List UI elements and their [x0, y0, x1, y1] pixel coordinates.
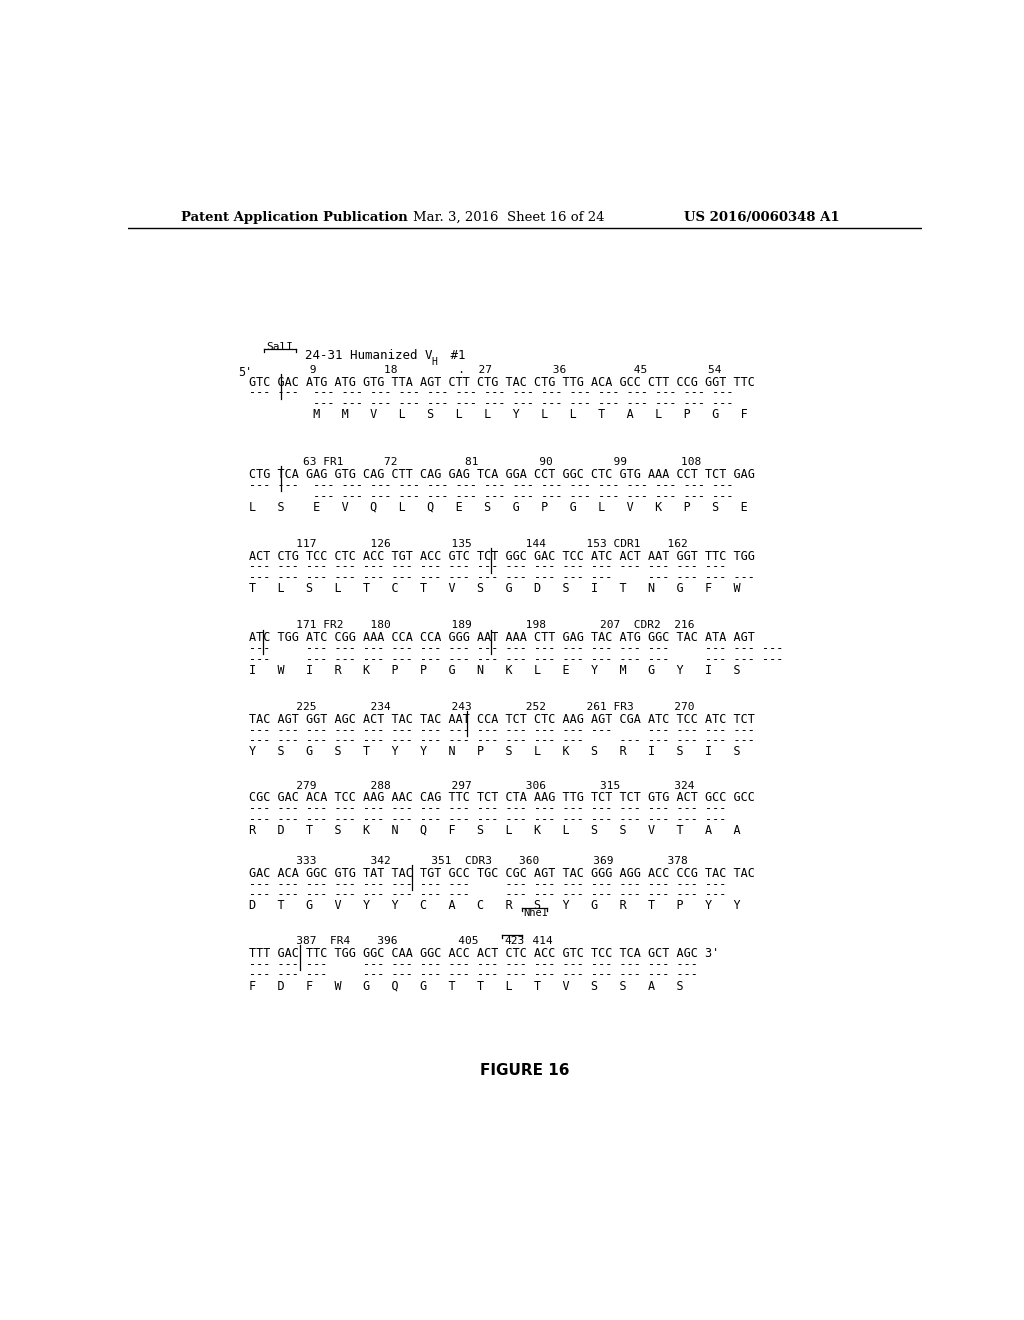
Text: 225        234         243        252      261 FR3      270: 225 234 243 252 261 FR3 270	[249, 702, 694, 711]
Text: --- --- --- --- --- --- --- --- --- --- --- --- --- --- --- --- ---: --- --- --- --- --- --- --- --- --- --- …	[249, 803, 726, 816]
Text: H: H	[432, 358, 437, 367]
Text: CGC GAC ACA TCC AAG AAC CAG TTC TCT CTA AAG TTG TCT TCT GTG ACT GCC GCC: CGC GAC ACA TCC AAG AAC CAG TTC TCT CTA …	[249, 792, 755, 804]
Text: 5': 5'	[238, 367, 252, 379]
Text: --- --- --- --- --- --- --- --- --- --- --- --- --- --- --- --- ---: --- --- --- --- --- --- --- --- --- --- …	[249, 561, 726, 573]
Text: CTG TCA GAG GTG CAG CTT CAG GAG TCA GGA CCT GGC CTC GTG AAA CCT TCT GAG: CTG TCA GAG GTG CAG CTT CAG GAG TCA GGA …	[249, 469, 755, 480]
Text: --- --- --- --- --- --- --- ---     --- --- --- --- --- --- --- ---: --- --- --- --- --- --- --- --- --- --- …	[249, 888, 726, 902]
Text: GTC GAC ATG ATG GTG TTA AGT CTT CTG TAC CTG TTG ACA GCC CTT CCG GGT TTC: GTC GAC ATG ATG GTG TTA AGT CTT CTG TAC …	[249, 376, 755, 388]
Text: TTT GAC TTC TGG GGC CAA GGC ACC ACT CTC ACC GTC TCC TCA GCT AGC 3': TTT GAC TTC TGG GGC CAA GGC ACC ACT CTC …	[249, 946, 719, 960]
Text: R   D   T   S   K   N   Q   F   S   L   K   L   S   S   V   T   A   A: R D T S K N Q F S L K L S S V T A A	[249, 824, 740, 837]
Text: 333        342      351  CDR3    360        369        378: 333 342 351 CDR3 360 369 378	[249, 857, 688, 866]
Text: Y   S   G   S   T   Y   Y   N   P   S   L   K   S   R   I   S   I   S: Y S G S T Y Y N P S L K S R I S I S	[249, 744, 740, 758]
Text: ATC TGG ATC CGG AAA CCA CCA GGG AAT AAA CTT GAG TAC ATG GGC TAC ATA AGT: ATC TGG ATC CGG AAA CCA CCA GGG AAT AAA …	[249, 631, 755, 644]
Text: 117        126         135        144      153 CDR1    162: 117 126 135 144 153 CDR1 162	[249, 539, 688, 549]
Text: Mar. 3, 2016  Sheet 16 of 24: Mar. 3, 2016 Sheet 16 of 24	[414, 211, 605, 224]
Text: 171 FR2    180         189        198        207  CDR2  216: 171 FR2 180 189 198 207 CDR2 216	[249, 620, 694, 631]
Text: SalI: SalI	[266, 342, 293, 352]
Text: --- --- --- --- --- --- --- --- --- --- --- --- --- --- ---: --- --- --- --- --- --- --- --- --- --- …	[249, 490, 733, 503]
Text: TAC AGT GGT AGC ACT TAC TAC AAT CCA TCT CTC AAG AGT CGA ATC TCC ATC TCT: TAC AGT GGT AGC ACT TAC TAC AAT CCA TCT …	[249, 713, 755, 726]
Text: 279        288         297        306        315        324: 279 288 297 306 315 324	[249, 780, 694, 791]
Text: ---     --- --- --- --- --- --- --- --- --- --- --- --- ---     --- --- ---: --- --- --- --- --- --- --- --- --- --- …	[249, 653, 783, 665]
Text: --- --- --- --- --- --- --- --- --- --- --- --- --- --- ---: --- --- --- --- --- --- --- --- --- --- …	[249, 397, 733, 411]
Text: NheI: NheI	[523, 908, 548, 919]
Text: L   S    E   V   Q   L   Q   E   S   G   P   G   L   V   K   P   S   E: L S E V Q L Q E S G P G L V K P S E	[249, 500, 748, 513]
Text: #1: #1	[442, 350, 465, 363]
Text: --- --- --- --- --- --- --- ---     --- --- --- --- --- --- --- ---: --- --- --- --- --- --- --- --- --- --- …	[249, 878, 726, 891]
Text: ---     --- --- --- --- --- --- --- --- --- --- --- --- ---     --- --- ---: --- --- --- --- --- --- --- --- --- --- …	[249, 642, 783, 655]
Text: 63 FR1      72          81         90         99        108: 63 FR1 72 81 90 99 108	[249, 457, 701, 467]
Text: --- ---  --- --- --- --- --- --- --- --- --- --- --- --- --- --- ---: --- --- --- --- --- --- --- --- --- --- …	[249, 479, 733, 492]
Text: 387  FR4    396         405        414: 387 FR4 396 405 414	[249, 936, 553, 946]
Text: GAC ACA GGC GTG TAT TAC TGT GCC TGC CGC AGT TAC GGG AGG ACC CCG TAC TAC: GAC ACA GGC GTG TAT TAC TGT GCC TGC CGC …	[249, 867, 755, 880]
Text: --- --- --- --- --- --- --- --- --- --- --- --- ---     --- --- --- ---: --- --- --- --- --- --- --- --- --- --- …	[249, 723, 755, 737]
Text: M   M   V   L   S   L   L   Y   L   L   T   A   L   P   G   F: M M V L S L L Y L L T A L P G F	[249, 408, 748, 421]
Text: 24-31 Humanized V: 24-31 Humanized V	[305, 350, 432, 363]
Text: --- --- --- --- --- --- --- --- --- --- --- ---     --- --- --- --- ---: --- --- --- --- --- --- --- --- --- --- …	[249, 734, 755, 747]
Text: 423: 423	[505, 936, 525, 946]
Text: T   L   S   L   T   C   T   V   S   G   D   S   I   T   N   G   F   W: T L S L T C T V S G D S I T N G F W	[249, 582, 740, 595]
Text: --- ---  --- --- --- --- --- --- --- --- --- --- --- --- --- --- ---: --- --- --- --- --- --- --- --- --- --- …	[249, 387, 733, 400]
Text: D   T   G   V   Y   Y   C   A   C   R   S   Y   G   R   T   P   Y   Y: D T G V Y Y C A C R S Y G R T P Y Y	[249, 899, 740, 912]
Text: --- --- ---     --- --- --- --- --- --- --- --- --- --- --- ---: --- --- --- --- --- --- --- --- --- --- …	[249, 969, 697, 982]
Text: --- --- --- --- --- --- --- --- --- --- --- --- ---     --- --- --- ---: --- --- --- --- --- --- --- --- --- --- …	[249, 572, 755, 585]
Text: ACT CTG TCC CTC ACC TGT ACC GTC TCT GGC GAC TCC ATC ACT AAT GGT TTC TGG: ACT CTG TCC CTC ACC TGT ACC GTC TCT GGC …	[249, 549, 755, 562]
Text: --- --- --- --- --- --- --- --- --- --- --- --- --- --- --- --- ---: --- --- --- --- --- --- --- --- --- --- …	[249, 813, 726, 826]
Text: US 2016/0060348 A1: US 2016/0060348 A1	[684, 211, 840, 224]
Text: F   D   F   W   G   Q   G   T   T   L   T   V   S   S   A   S: F D F W G Q G T T L T V S S A S	[249, 979, 684, 993]
Text: FIGURE 16: FIGURE 16	[480, 1063, 569, 1078]
Text: I   W   I   R   K   P   P   G   N   K   L   E   Y   M   G   Y   I   S: I W I R K P P G N K L E Y M G Y I S	[249, 664, 740, 677]
Text: Patent Application Publication: Patent Application Publication	[180, 211, 408, 224]
Text: --- --- ---     --- --- --- --- --- --- --- --- --- --- --- ---: --- --- --- --- --- --- --- --- --- --- …	[249, 958, 697, 970]
Text: 9          18         .  27         36          45         54: 9 18 . 27 36 45 54	[249, 364, 721, 375]
